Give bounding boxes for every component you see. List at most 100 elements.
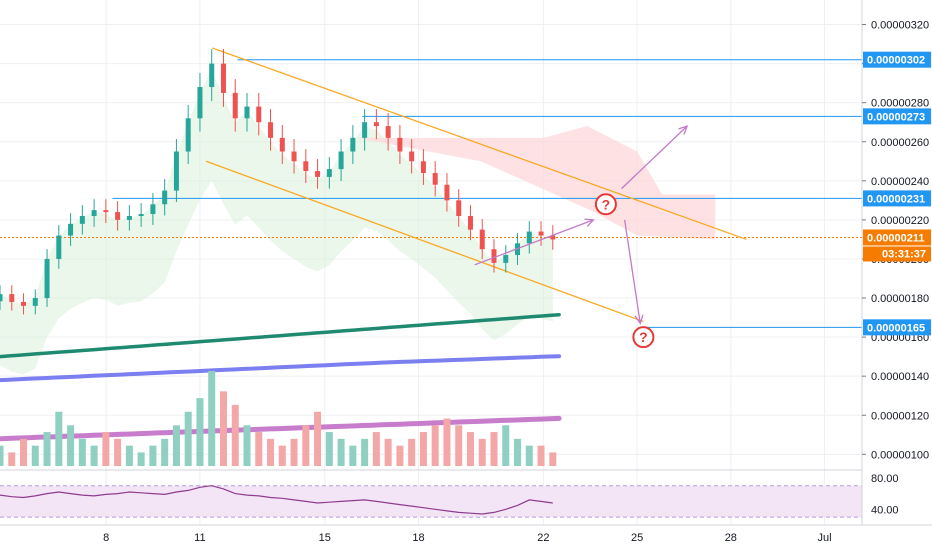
candle-body-46 — [538, 231, 544, 236]
ma-50-line — [0, 312, 561, 359]
scenario-arrow-up-a — [474, 219, 594, 266]
candle-body-34 — [397, 137, 403, 152]
candle-body-40 — [467, 215, 473, 230]
candle-body-42 — [491, 249, 497, 263]
volume-bar-45 — [525, 445, 533, 466]
time-tick-label-4: 22 — [537, 532, 549, 544]
scenario-arrow-up-a-head — [584, 218, 595, 227]
candle-body-18 — [209, 63, 215, 88]
candle-body-26 — [303, 161, 309, 172]
candle-body-15 — [173, 151, 179, 191]
volume-bar-7 — [78, 438, 86, 466]
price-tag-3 — [863, 229, 931, 246]
candle-body-27 — [315, 171, 321, 177]
time-tick-label-7: Jul — [817, 532, 831, 544]
volume-bar-37 — [431, 425, 439, 466]
price-tick-label-3: 0.00000260 — [871, 137, 929, 149]
volume-bar-41 — [478, 438, 486, 466]
price-tag-label-2: 0.00000231 — [867, 193, 925, 205]
time-tick-label-1: 11 — [194, 532, 205, 544]
volume-bar-22 — [255, 432, 263, 466]
candle-body-22 — [256, 106, 262, 123]
volume-bar-36 — [419, 432, 427, 466]
volume-bar-4 — [43, 432, 51, 466]
candle-body-11 — [126, 215, 132, 220]
candle-body-25 — [291, 151, 297, 162]
price-tick-label-9: 0.00000140 — [871, 371, 929, 383]
candle-body-33 — [385, 126, 391, 138]
channel-upper-line — [212, 47, 747, 241]
candle-body-4 — [44, 258, 50, 299]
volume-bar-1 — [8, 452, 16, 466]
candle-body-2 — [21, 301, 27, 306]
candle-body-16 — [185, 118, 191, 152]
candle-body-8 — [91, 210, 97, 216]
candle-body-0 — [0, 294, 3, 302]
candle-body-28 — [326, 169, 332, 177]
price-axis-background — [862, 0, 932, 550]
volume-bar-19 — [219, 391, 227, 466]
price-tick-label-7: 0.00000180 — [871, 293, 929, 305]
time-tick-label-3: 18 — [412, 532, 424, 544]
candle-body-20 — [232, 92, 238, 119]
candle-body-45 — [526, 231, 532, 244]
volume-bar-28 — [325, 432, 333, 466]
candle-body-24 — [279, 137, 285, 152]
volume-bar-17 — [196, 398, 204, 466]
volume-bar-30 — [349, 445, 357, 466]
price-tag-label-4: 0.00000165 — [867, 322, 925, 334]
channel-lower-line — [205, 160, 644, 323]
volume-bar-40 — [466, 432, 474, 466]
volume-bar-32 — [372, 432, 380, 466]
price-tag-4 — [863, 319, 931, 336]
volume-bar-3 — [31, 445, 39, 466]
price-tag-2 — [863, 190, 931, 207]
question-marker-1 — [632, 326, 655, 349]
countdown-label: 03:31:37 — [882, 248, 926, 260]
scenario-arrow-down-head — [634, 314, 644, 325]
candle-body-7 — [79, 215, 85, 224]
volume-bar-38 — [443, 418, 451, 466]
ichimoku-cloud-red — [356, 126, 716, 240]
volume-bar-35 — [408, 438, 416, 466]
candle-body-14 — [162, 190, 168, 205]
candle-body-3 — [32, 298, 38, 306]
volume-bar-2 — [20, 438, 28, 466]
scenario-arrow-up-b — [621, 125, 688, 190]
candle-body-5 — [56, 235, 62, 259]
volume-bar-39 — [455, 425, 463, 466]
candle-body-37 — [432, 173, 438, 185]
volume-bar-18 — [208, 371, 216, 466]
volume-bar-46 — [537, 445, 545, 466]
price-tag-0 — [863, 51, 931, 68]
candle-body-6 — [68, 223, 74, 236]
candle-body-36 — [420, 161, 426, 174]
volume-bar-10 — [114, 438, 122, 466]
question-marker-0 — [594, 193, 617, 216]
rsi-line — [0, 485, 553, 515]
price-tick-label-10: 0.00000120 — [871, 410, 929, 422]
price-tag-label-1: 0.00000273 — [867, 111, 925, 123]
question-marker-text-1: ? — [639, 329, 648, 345]
countdown-tag — [863, 246, 931, 262]
volume-bar-34 — [396, 445, 404, 466]
price-tag-label-3: 0.00000211 — [867, 232, 925, 244]
volume-bar-47 — [549, 452, 557, 466]
candle-body-12 — [138, 214, 144, 216]
volume-bar-12 — [137, 452, 145, 466]
volume-bar-23 — [267, 438, 275, 466]
volume-bar-29 — [337, 438, 345, 466]
volume-bar-13 — [149, 445, 157, 466]
candle-body-38 — [444, 184, 450, 201]
time-tick-label-2: 15 — [319, 532, 331, 544]
volume-bar-44 — [514, 438, 522, 466]
rsi-tick-label-1: 40.00 — [871, 504, 899, 516]
candle-body-23 — [268, 122, 274, 138]
question-marker-text-0: ? — [602, 196, 611, 212]
candle-body-29 — [338, 151, 344, 170]
volume-bar-5 — [55, 411, 63, 466]
volume-bar-27 — [314, 411, 322, 466]
scenario-arrow-up-b-head — [678, 125, 689, 135]
volume-bar-9 — [102, 432, 110, 466]
